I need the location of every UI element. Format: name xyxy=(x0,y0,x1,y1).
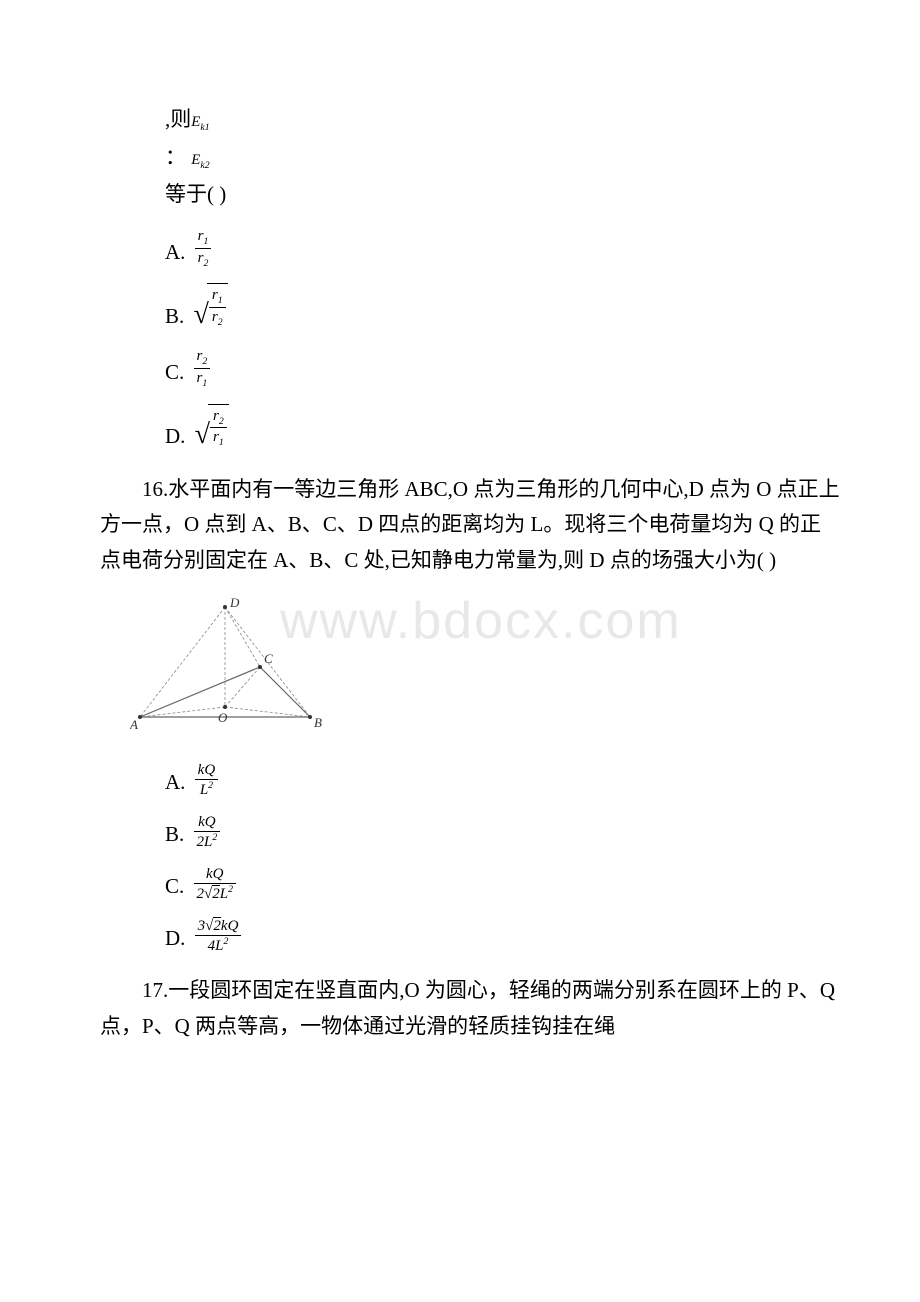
q16-option-a: A. kQ L2 xyxy=(100,761,840,799)
option-label: B. xyxy=(165,818,184,852)
option-label: C. xyxy=(165,356,184,390)
q15-option-b: B. √ r1 r2 xyxy=(100,283,840,333)
svg-text:B: B xyxy=(314,715,322,730)
svg-text:C: C xyxy=(264,651,273,666)
sqrt-expr: √ r1 r2 xyxy=(194,283,228,328)
q15-line1: ,则Ek1 xyxy=(100,102,840,138)
q15-option-d: D. √ r2 r1 xyxy=(100,404,840,454)
q15-line3: 等于( ) xyxy=(100,177,840,213)
svg-text:A: A xyxy=(130,717,138,732)
q15-prefix: ,则 xyxy=(165,107,191,131)
q16-option-b: B. kQ 2L2 xyxy=(100,813,840,851)
fraction: r1 r2 xyxy=(195,227,212,269)
fraction: kQ L2 xyxy=(195,761,219,799)
fraction: r2 r1 xyxy=(194,347,211,389)
fraction: kQ 2√2L2 xyxy=(194,865,236,903)
tetrahedron-diagram: A B C O D xyxy=(130,597,330,737)
sqrt-expr: √ r2 r1 xyxy=(195,404,229,449)
svg-text:O: O xyxy=(218,710,228,725)
q16-option-c: C. kQ 2√2L2 xyxy=(100,865,840,903)
q15-line2: ： Ek2 xyxy=(100,140,840,176)
option-label: D. xyxy=(165,922,185,956)
q15-ek2: Ek2 xyxy=(191,152,209,168)
q17-text: 17.一段圆环固定在竖直面内,O 为圆心，轻绳的两端分别系在圆环上的 P、Q 点… xyxy=(100,973,840,1044)
q16-text: 16.水平面内有一等边三角形 ABC,O 点为三角形的几何中心,D 点为 O 点… xyxy=(100,472,840,579)
svg-text:D: D xyxy=(229,597,240,610)
q15-suffix: 等于( ) xyxy=(165,182,226,206)
option-label: A. xyxy=(165,236,185,270)
q15-option-a: A. r1 r2 xyxy=(100,227,840,269)
q15-option-c: C. r2 r1 xyxy=(100,347,840,389)
q15-ek1: Ek1 xyxy=(191,114,209,130)
option-label: D. xyxy=(165,420,185,454)
q15-colon: ： xyxy=(165,145,186,169)
q16-diagram: A B C O D xyxy=(130,597,840,748)
q16-option-d: D. 3√2kQ 4L2 xyxy=(100,917,840,955)
fraction: 3√2kQ 4L2 xyxy=(195,917,242,955)
option-label: B. xyxy=(165,300,184,334)
option-label: C. xyxy=(165,870,184,904)
fraction: kQ 2L2 xyxy=(194,813,221,851)
option-label: A. xyxy=(165,766,185,800)
